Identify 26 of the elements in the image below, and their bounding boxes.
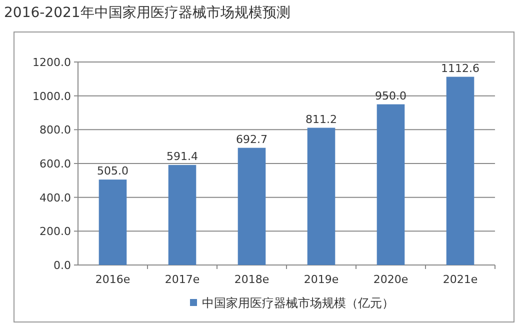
- y-tick-label: 800.0: [40, 124, 71, 137]
- bar: [168, 164, 196, 265]
- bar: [98, 180, 127, 265]
- y-tick-label: 200.0: [40, 225, 71, 238]
- bar: [307, 128, 336, 265]
- x-tick-label: 2018e: [234, 273, 270, 286]
- x-tick-label: 2019e: [304, 273, 339, 286]
- chart-title: 2016-2021年中国家用医疗器械市场规模预测: [4, 5, 290, 21]
- x-tick-label: 2020e: [373, 273, 408, 286]
- data-label: 505.0: [97, 164, 128, 178]
- y-tick-label: 1000.0: [32, 90, 71, 103]
- y-tick-label: 600.0: [40, 158, 71, 170]
- data-label: 591.4: [166, 150, 198, 163]
- x-tick-label: 2016e: [95, 273, 130, 286]
- bar: [446, 76, 474, 265]
- bar: [376, 104, 405, 265]
- y-tick-label: 0.0: [54, 259, 71, 272]
- legend-label: 中国家用医疗器械市场规模（亿元）: [202, 296, 394, 310]
- bar: [238, 148, 266, 265]
- y-tick-label: 400.0: [40, 191, 71, 204]
- data-label: 692.7: [236, 132, 268, 146]
- data-label: 811.2: [306, 112, 337, 126]
- x-tick-label: 2017e: [164, 273, 200, 286]
- y-tick-label: 1200.0: [32, 56, 71, 69]
- data-label: 1112.6: [441, 62, 480, 75]
- x-tick-label: 2021e: [442, 273, 478, 286]
